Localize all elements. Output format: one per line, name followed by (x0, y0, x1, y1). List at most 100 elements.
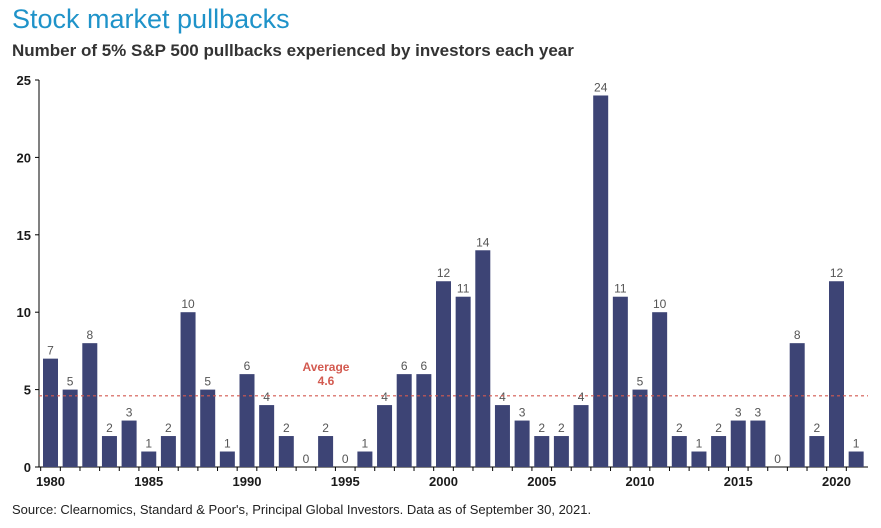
bar-value-label: 6 (244, 359, 251, 373)
bar-2009 (612, 296, 628, 467)
bar-1988 (200, 389, 216, 467)
average-label: Average (303, 360, 350, 374)
bar-value-label: 10 (653, 297, 667, 311)
chart-subtitle: Number of 5% S&P 500 pullbacks experienc… (12, 41, 574, 60)
bar-value-label: 24 (594, 80, 608, 94)
bar-2008 (593, 95, 609, 467)
bar-2006 (553, 436, 569, 467)
bar-2016 (750, 420, 766, 467)
bar-2005 (534, 436, 550, 467)
bar-value-label: 4 (381, 390, 388, 404)
bar-2013 (691, 451, 707, 467)
x-tick-label: 1990 (233, 474, 262, 489)
bar-value-label: 2 (558, 421, 565, 435)
x-tick-label: 2020 (822, 474, 851, 489)
bar-value-label: 1 (145, 437, 152, 451)
bar-2020 (829, 281, 844, 467)
bar-1981 (62, 389, 78, 467)
bar-1999 (416, 374, 432, 467)
bar-value-label: 3 (519, 406, 526, 420)
y-tick-label: 10 (17, 305, 31, 320)
bar-value-label: 2 (814, 421, 821, 435)
bar-2015 (730, 420, 746, 467)
bar-value-label: 2 (165, 421, 172, 435)
bar-value-label: 7 (47, 344, 54, 358)
bar-value-label: 3 (755, 406, 762, 420)
bar-2012 (671, 436, 687, 467)
bar-value-label: 8 (794, 328, 801, 342)
bar-value-label: 0 (342, 452, 349, 466)
x-tick-label: 1995 (331, 474, 360, 489)
x-tick-label: 2015 (724, 474, 753, 489)
bar-1990 (239, 374, 255, 467)
bar-value-label: 8 (86, 328, 93, 342)
x-tick-label: 1980 (36, 474, 65, 489)
x-tick-label: 2010 (626, 474, 655, 489)
bar-value-label: 6 (421, 359, 428, 373)
bar-1989 (219, 451, 235, 467)
y-tick-label: 5 (24, 383, 31, 398)
bar-value-label: 2 (322, 421, 329, 435)
bar-1980 (43, 358, 58, 467)
bar-value-label: 3 (735, 406, 742, 420)
source-note: Source: Clearnomics, Standard & Poor's, … (12, 502, 592, 517)
average-value-label: 4.6 (318, 374, 335, 388)
bar-2010 (632, 389, 648, 467)
bar-2000 (436, 281, 451, 467)
bar-1987 (180, 312, 196, 467)
x-tick-label: 1985 (134, 474, 163, 489)
y-tick-label: 25 (17, 73, 31, 88)
y-tick-label: 0 (24, 460, 31, 475)
bar-value-label: 1 (362, 437, 369, 451)
bar-2001 (455, 296, 471, 467)
bar-1994 (318, 436, 334, 467)
bar-value-label: 11 (614, 282, 627, 296)
bar-1986 (160, 436, 176, 467)
bar-value-label: 5 (204, 375, 211, 389)
bar-value-label: 2 (283, 421, 290, 435)
y-tick-label: 15 (17, 228, 31, 243)
bar-2011 (652, 312, 668, 467)
bar-1984 (121, 420, 137, 467)
bar-value-label: 11 (457, 282, 470, 296)
bar-2018 (789, 343, 805, 467)
bar-1982 (82, 343, 98, 467)
bar-value-label: 2 (106, 421, 113, 435)
bar-1983 (101, 436, 117, 467)
y-tick-label: 20 (17, 150, 31, 165)
bar-value-label: 0 (303, 452, 310, 466)
bar-2019 (809, 436, 825, 467)
bar-value-label: 6 (401, 359, 408, 373)
bar-1992 (278, 436, 294, 467)
x-tick-label: 2005 (527, 474, 556, 489)
bar-1998 (396, 374, 412, 467)
bar-value-label: 12 (830, 266, 844, 280)
bar-value-label: 2 (715, 421, 722, 435)
bar-value-label: 1 (696, 437, 703, 451)
bar-value-label: 5 (637, 375, 644, 389)
bar-value-label: 14 (476, 235, 490, 249)
bar-2007 (573, 405, 589, 467)
bar-1996 (357, 451, 373, 467)
bar-value-label: 2 (676, 421, 683, 435)
x-tick-label: 2000 (429, 474, 458, 489)
chart-title: Stock market pullbacks (12, 4, 290, 34)
bar-2004 (514, 420, 530, 467)
bar-value-label: 0 (774, 452, 781, 466)
bar-value-label: 5 (67, 375, 74, 389)
bar-value-label: 1 (853, 437, 860, 451)
bar-2014 (711, 436, 727, 467)
bar-2003 (494, 405, 510, 467)
bar-value-label: 1 (224, 437, 231, 451)
bar-1991 (259, 405, 275, 467)
bar-value-label: 10 (181, 297, 195, 311)
bar-value-label: 3 (126, 406, 133, 420)
bar-value-label: 2 (538, 421, 545, 435)
bar-value-label: 4 (578, 390, 585, 404)
bar-value-label: 4 (499, 390, 506, 404)
bar-value-label: 12 (437, 266, 451, 280)
bar-2002 (475, 250, 491, 467)
bar-1997 (377, 405, 393, 467)
bar-value-label: 4 (263, 390, 270, 404)
